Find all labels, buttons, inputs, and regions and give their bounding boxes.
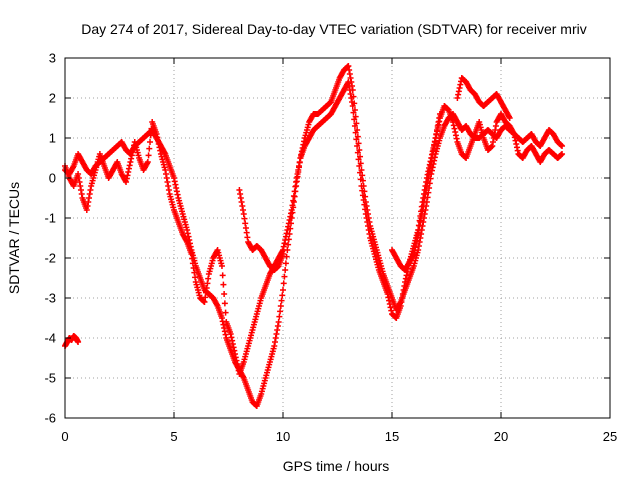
y-tick-label: 0: [49, 171, 56, 186]
data-point: [281, 273, 288, 280]
plot-frame: [64, 57, 611, 419]
y-tick-label: 1: [49, 131, 56, 146]
data-point: [355, 156, 362, 163]
data-point: [144, 159, 151, 165]
y-tick-label: 3: [49, 51, 56, 66]
data-point: [221, 300, 228, 307]
data-point: [275, 319, 282, 325]
y-tick-label: 2: [49, 91, 56, 106]
data-point: [221, 291, 228, 297]
data-point: [356, 163, 363, 169]
y-tick-label: -6: [44, 411, 56, 426]
data-point: [277, 303, 284, 309]
data-point: [353, 136, 360, 143]
data-point: [222, 309, 229, 316]
data-point: [349, 103, 356, 109]
data-point: [354, 143, 361, 149]
data-point: [285, 241, 292, 248]
grid: [65, 58, 610, 418]
x-tick-label: 0: [61, 429, 68, 444]
data-point: [436, 111, 443, 117]
data-point: [219, 272, 226, 279]
axis-ticks: 0 5 10 15 20 25 -6 -5 -4 -3 -2 -1 0 1 2 3: [44, 51, 617, 445]
data-point: [218, 263, 225, 269]
data-point: [145, 152, 152, 159]
data-point: [280, 287, 286, 293]
data-point: [350, 109, 357, 116]
x-tick-label: 5: [170, 429, 177, 444]
data-point: [278, 297, 285, 304]
y-tick-label: -4: [44, 331, 56, 346]
data-point: [357, 169, 364, 176]
chart-title: Day 274 of 2017, Sidereal Day-to-day VTE…: [81, 21, 586, 37]
data-point: [357, 176, 364, 183]
y-tick-label: -1: [44, 211, 56, 226]
data-points: [62, 63, 566, 409]
data-point: [146, 145, 153, 152]
data-point: [280, 280, 287, 287]
x-tick-label: 15: [385, 429, 399, 444]
data-point: [351, 123, 358, 129]
data-point: [351, 116, 358, 123]
data-point: [279, 292, 286, 299]
data-point: [282, 267, 289, 273]
x-tick-label: 25: [603, 429, 617, 444]
x-tick-label: 20: [494, 429, 508, 444]
y-tick-label: -5: [44, 371, 56, 386]
data-point: [147, 132, 154, 139]
x-tick-label: 10: [276, 429, 290, 444]
data-point: [147, 139, 154, 145]
data-point: [559, 143, 566, 149]
y-tick-label: -3: [44, 291, 56, 306]
data-point: [282, 260, 289, 267]
data-point: [559, 151, 566, 157]
data-point: [506, 115, 513, 121]
data-point: [354, 149, 361, 156]
x-axis-label: GPS time / hours: [283, 458, 390, 474]
data-point: [352, 129, 359, 136]
y-axis-label: SDTVAR / TECUs: [6, 182, 22, 294]
data-point: [277, 308, 284, 315]
data-point: [276, 313, 283, 320]
data-point: [75, 339, 82, 345]
y-tick-label: -2: [44, 251, 56, 266]
data-point: [220, 281, 227, 288]
data-point: [280, 251, 286, 257]
